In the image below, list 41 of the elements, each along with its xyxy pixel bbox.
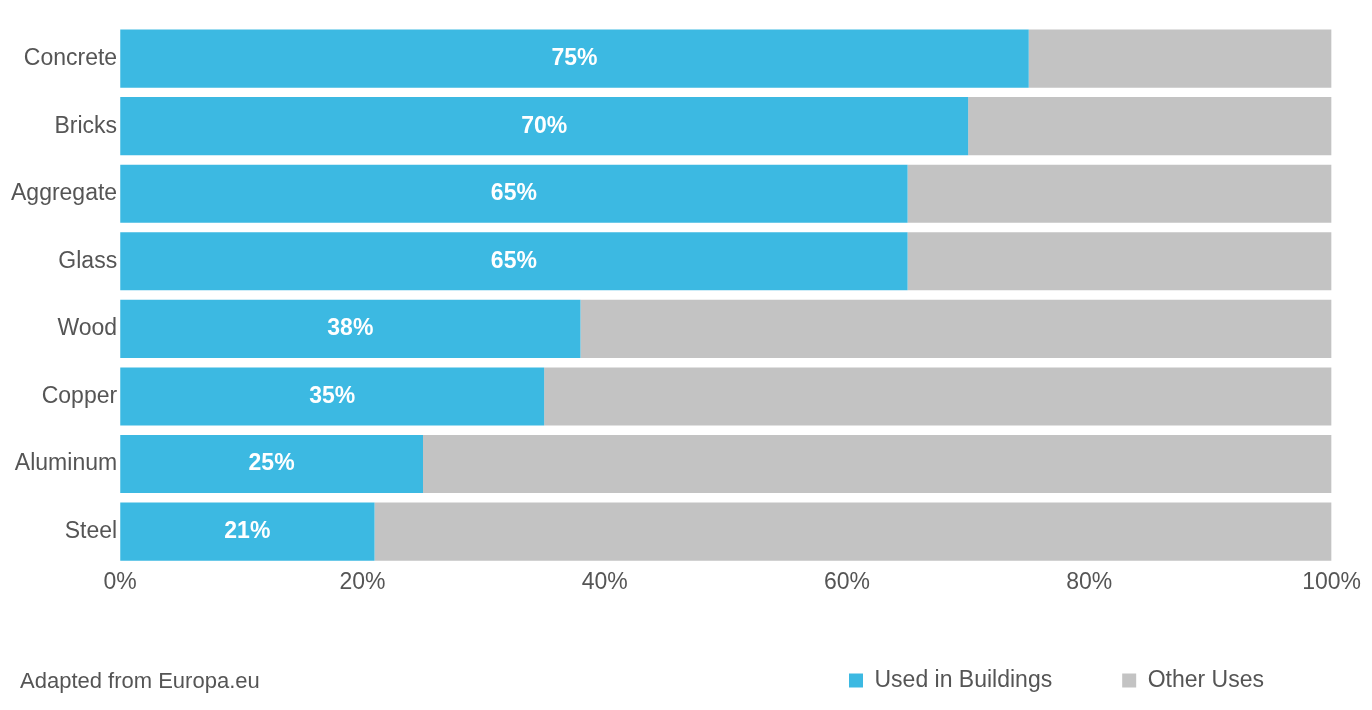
y-tick-label: Copper (41, 381, 118, 408)
bar (120, 502, 375, 561)
y-tick-label: Aggregate (11, 179, 118, 206)
bar (907, 164, 1332, 223)
legend-label: Used in Buildings (874, 665, 1053, 692)
bar (120, 367, 545, 426)
bar (120, 434, 423, 494)
bar (1028, 29, 1332, 88)
bar (120, 299, 581, 358)
legend-label: Other Uses (1147, 665, 1265, 692)
y-tick-label: Steel (64, 516, 118, 543)
data-label: 65% (490, 246, 537, 273)
bar (374, 502, 1332, 561)
bar (120, 232, 908, 291)
y-tick-label: Wood (57, 314, 118, 341)
y-tick-label: Aluminum (14, 449, 118, 476)
bar (544, 367, 1332, 426)
x-tick-label: 100% (1302, 567, 1361, 594)
bar (120, 164, 908, 223)
bar (423, 434, 1332, 494)
y-tick-label: Glass (58, 246, 118, 273)
data-label: 35% (309, 381, 356, 408)
bar (120, 97, 969, 156)
bar (120, 29, 1029, 88)
x-tick-label: 80% (1066, 567, 1113, 594)
data-label: 65% (490, 179, 537, 206)
x-tick-label: 60% (823, 567, 871, 594)
text: Adapted from Europa.eu (20, 668, 260, 694)
data-label: 70% (521, 111, 568, 138)
data-label: 38% (327, 314, 374, 341)
x-tick-label: 0% (103, 567, 137, 594)
x-tick-label: 40% (581, 567, 628, 594)
bar (580, 299, 1332, 358)
y-tick-label: Concrete (23, 43, 118, 70)
x-tick-label: 20% (339, 567, 386, 594)
bar (907, 232, 1332, 291)
data-label: 75% (551, 43, 598, 70)
y-tick-label: Bricks (54, 111, 118, 138)
data-label: 21% (224, 516, 271, 543)
bar (968, 97, 1332, 156)
data-label: 25% (248, 449, 295, 476)
